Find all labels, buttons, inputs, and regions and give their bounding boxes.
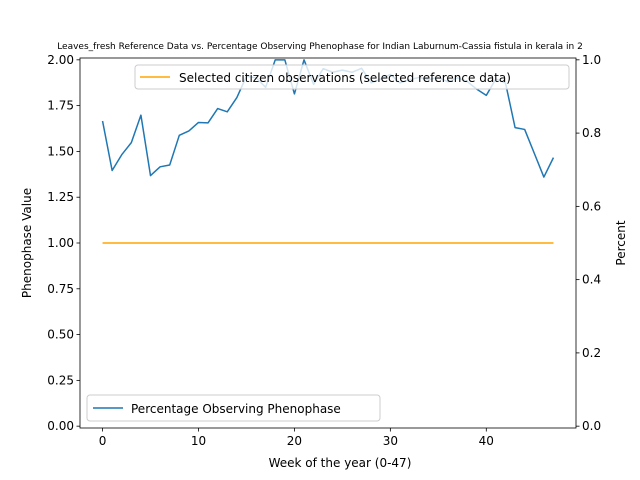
y-tick-label-right: 0.0	[582, 419, 601, 433]
x-tick-label: 20	[287, 434, 302, 448]
y-tick-label-left: 0.75	[47, 282, 74, 296]
y-tick-label-left: 0.50	[47, 328, 74, 342]
legend-box	[86, 394, 381, 422]
legend-bottom: Percentage Observing Phenophase	[86, 394, 381, 422]
y-tick-label-left: 0.00	[47, 419, 74, 433]
y-tick-label-right: 0.8	[582, 126, 601, 140]
chart-title: Leaves_fresh Reference Data vs. Percenta…	[57, 42, 583, 52]
legend-label-reference: Selected citizen observations (selected …	[179, 71, 511, 85]
y-tick-label-left: 1.50	[47, 144, 74, 158]
legend-top: Selected citizen observations (selected …	[134, 64, 570, 90]
y-tick-label-right: 1.0	[582, 53, 601, 67]
y-tick-label-right: 0.2	[582, 346, 601, 360]
y-tick-label-left: 1.75	[47, 99, 74, 113]
y-tick-label-left: 1.00	[47, 236, 74, 250]
y-axis-label-right: Percent	[614, 220, 628, 265]
y-tick-label-left: 0.25	[47, 373, 74, 387]
y-tick-label-right: 0.4	[582, 273, 601, 287]
x-axis-label: Week of the year (0-47)	[269, 456, 412, 470]
y-tick-label-right: 0.6	[582, 199, 601, 213]
x-tick-label: 10	[191, 434, 206, 448]
plot-area: 0 10 20 30 40 0.00 0.25 0.50 0.75 1.00 1.25 1.50 1.7…	[47, 53, 601, 448]
y-axis-label-left: Phenophase Value	[20, 188, 34, 298]
x-tick-label: 30	[383, 434, 398, 448]
legend-box	[134, 64, 570, 90]
x-tick-label: 0	[99, 434, 107, 448]
y-tick-label-left: 2.00	[47, 53, 74, 67]
legend-label-percentage: Percentage Observing Phenophase	[131, 402, 341, 416]
x-tick-label: 40	[479, 434, 494, 448]
y-tick-label-left: 1.25	[47, 190, 74, 204]
